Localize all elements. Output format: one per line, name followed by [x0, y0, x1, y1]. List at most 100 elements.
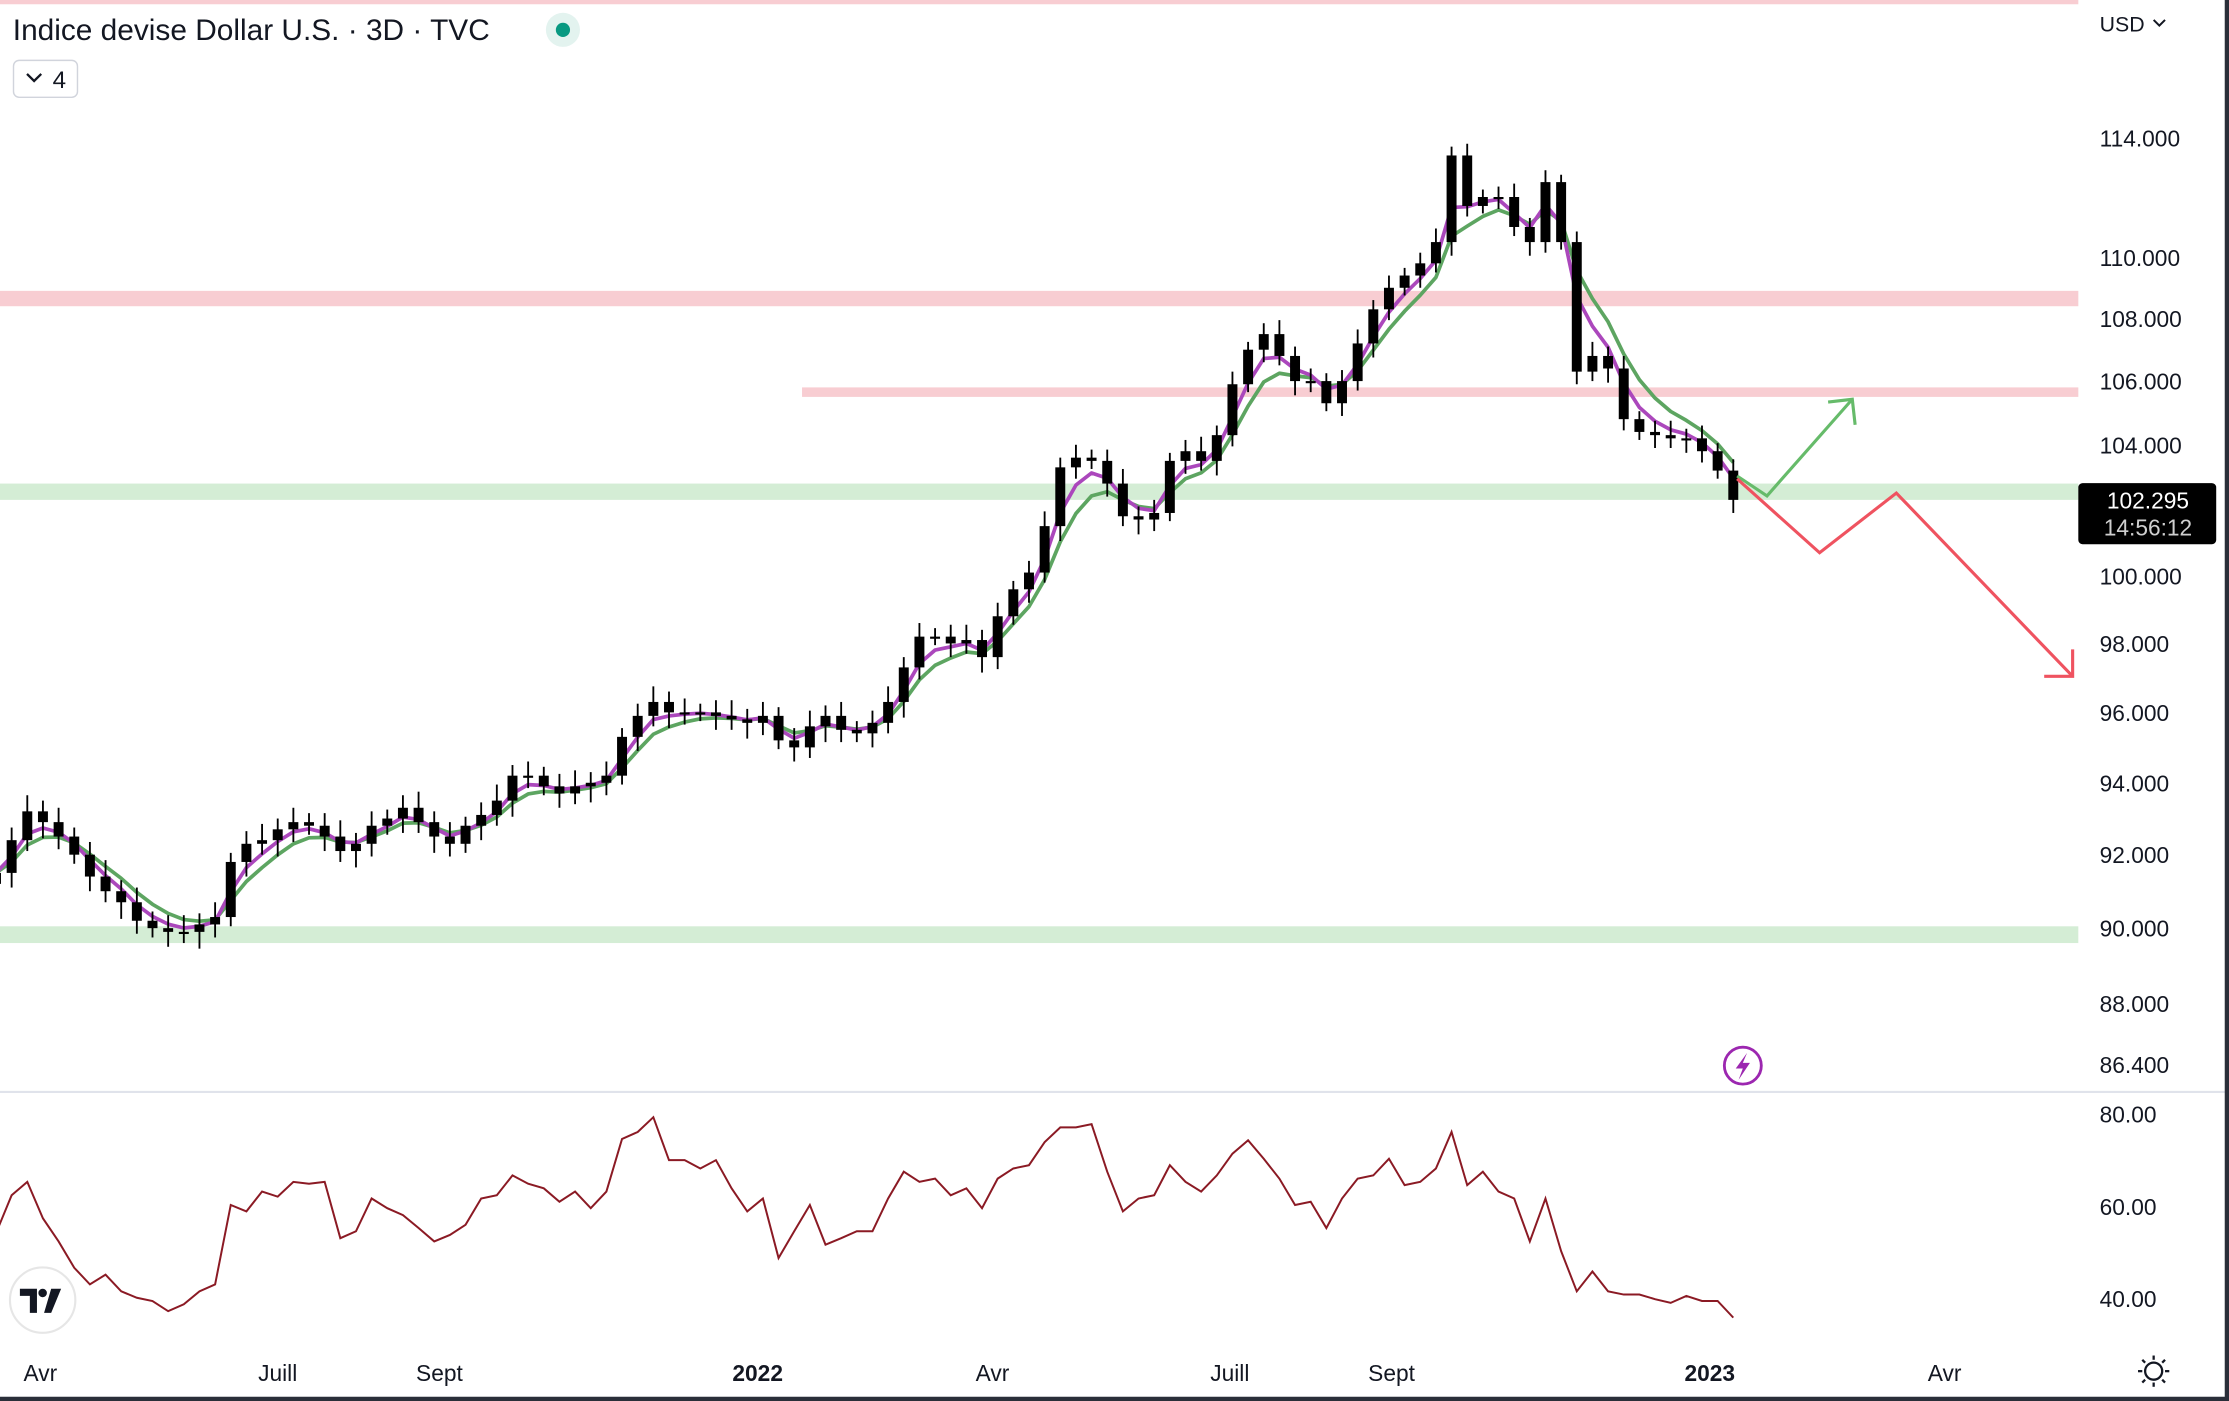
candle — [1587, 341, 1598, 382]
candle-body — [53, 822, 64, 837]
candle — [1180, 439, 1191, 474]
candle-body — [710, 712, 721, 716]
candle — [1086, 449, 1097, 469]
candle-body — [523, 775, 534, 778]
candle — [1227, 371, 1238, 447]
candle — [883, 686, 894, 734]
candle — [1493, 186, 1504, 209]
candle-body — [1243, 349, 1254, 385]
candle — [350, 832, 361, 868]
candle — [1368, 300, 1379, 358]
support-zone — [0, 483, 2079, 500]
indicators-toggle-button[interactable]: 4 — [12, 59, 79, 99]
candle-body — [1728, 470, 1739, 500]
candle — [1571, 231, 1582, 385]
time-tick-label: Sept — [416, 1360, 463, 1386]
candle-body — [1133, 516, 1144, 520]
candle-body — [1462, 155, 1473, 206]
candle-body — [241, 843, 252, 862]
candle-body — [22, 811, 33, 841]
candle-body — [898, 667, 909, 702]
candle-body — [1634, 419, 1645, 432]
candle — [1462, 143, 1473, 217]
candle-body — [570, 786, 581, 794]
price-tick-label: 94.000 — [2100, 770, 2170, 796]
time-tick-label: Juill — [1210, 1360, 1249, 1386]
candle — [1149, 499, 1160, 532]
gear-icon[interactable] — [2138, 1355, 2170, 1387]
resistance-zone — [802, 387, 2079, 397]
candle-body — [789, 740, 800, 748]
currency-selector[interactable]: USD — [2100, 12, 2166, 36]
candle-body — [1070, 457, 1081, 468]
bar-countdown: 14:56:12 — [2104, 515, 2192, 541]
candle — [1556, 174, 1567, 250]
candle — [632, 703, 643, 751]
candle — [1634, 411, 1645, 440]
candle-body — [131, 902, 142, 921]
time-tick-label: Avr — [976, 1360, 1010, 1386]
candle — [1039, 511, 1050, 583]
ema-slow-line — [0, 208, 1735, 924]
time-tick-label: Sept — [1368, 1360, 1415, 1386]
candle-body — [163, 928, 174, 932]
candle — [1337, 370, 1347, 416]
candle-body — [1603, 355, 1614, 369]
candle-body — [726, 715, 737, 720]
candle-body — [914, 636, 925, 668]
tradingview-logo[interactable] — [8, 1266, 77, 1334]
candle — [742, 708, 753, 739]
right-border — [2224, 0, 2229, 1401]
candle — [617, 728, 628, 785]
candle-body — [429, 822, 440, 837]
candle — [1024, 560, 1034, 603]
candle — [789, 728, 800, 762]
candle — [210, 902, 221, 938]
candle-body — [1180, 451, 1191, 461]
candle — [1430, 228, 1441, 273]
candle-body — [366, 825, 377, 844]
candle — [53, 807, 64, 850]
candle — [1509, 183, 1520, 237]
time-tick-label: 2022 — [732, 1360, 783, 1386]
time-axis[interactable]: Avr Juill Sept 2022 Avr Juill Sept 2023 Avr — [23, 1360, 1961, 1386]
chevron-down-icon — [26, 73, 43, 83]
candle — [726, 700, 737, 730]
candle-body — [1524, 226, 1535, 243]
candle — [257, 823, 268, 855]
symbol-title[interactable]: Indice devise Dollar U.S. · 3D · TVC — [13, 14, 490, 47]
price-tick-label: 108.000 — [2100, 306, 2182, 332]
candle — [867, 710, 878, 748]
price-tick-label: 90.000 — [2100, 916, 2170, 942]
lightning-icon[interactable] — [1722, 1045, 1763, 1086]
resistance-zone — [0, 0, 2079, 5]
candle — [163, 915, 174, 947]
price-axis[interactable]: 114.000 110.000 108.000 106.000 104.000 100.0… — [2100, 125, 2182, 1078]
candle-body — [742, 719, 753, 723]
candle — [1258, 323, 1269, 363]
market-status[interactable] — [545, 12, 580, 47]
candle — [1117, 468, 1128, 527]
projection-down-arrow[interactable] — [1736, 477, 2075, 678]
candle — [476, 802, 487, 841]
candle-body — [382, 818, 393, 826]
candle-body — [1164, 460, 1175, 513]
candle-body — [1446, 155, 1457, 243]
candle-body — [1258, 334, 1269, 350]
rsi-tick-label: 60.00 — [2100, 1194, 2157, 1220]
candle — [1070, 444, 1081, 479]
candle-body — [1039, 526, 1050, 573]
projection-up-arrow[interactable] — [1736, 397, 1857, 498]
candle-body — [147, 920, 158, 929]
candle-body — [1399, 275, 1410, 288]
candle-body — [1024, 572, 1034, 590]
candle — [6, 827, 17, 888]
candle-body — [1430, 242, 1441, 264]
candle — [194, 913, 205, 949]
candle — [1055, 457, 1066, 541]
candle — [695, 703, 706, 722]
candle — [69, 827, 80, 864]
candle — [992, 602, 1003, 670]
candle-body — [1196, 451, 1207, 461]
